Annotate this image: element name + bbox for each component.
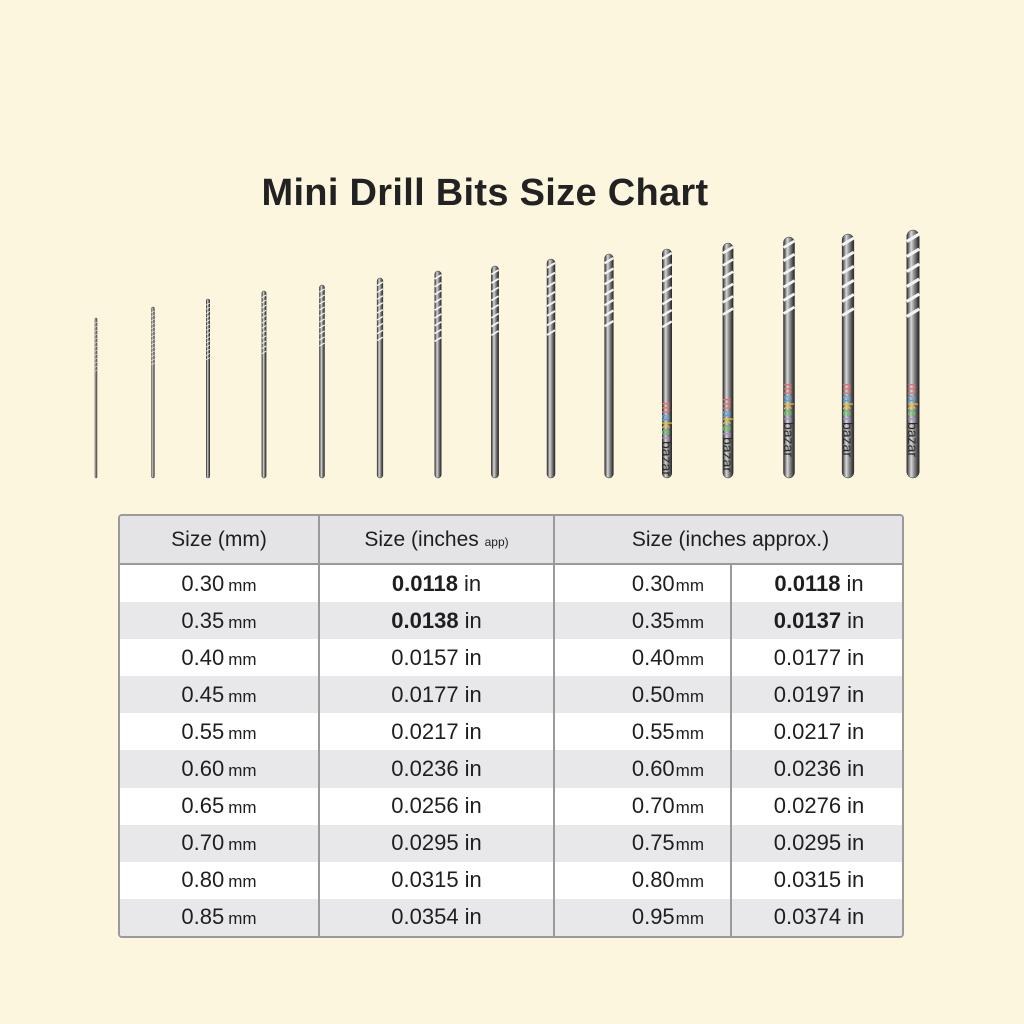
cell-inches-approx: 0.0177 in [773, 644, 865, 670]
cell-inches-approx: 0.0137 in [731, 602, 902, 640]
cell-inches-approx: 0.0118 in [774, 570, 864, 596]
cell-mm: 0.55 mm [120, 713, 320, 751]
cell-inches: 0.0315 in [319, 861, 555, 899]
drill-bit [490, 265, 500, 479]
cell-mm-approx: 0.95mm [554, 898, 732, 936]
cell-mm-approx: 0.80mm [554, 861, 732, 899]
cell-inches-approx: 0.0276 in [773, 793, 865, 819]
cell-inches: 0.0236 in [319, 750, 555, 788]
cell-inches: 0.0138 in [319, 602, 555, 640]
table-row: 0.60 mm 0.0236 in 0.60mm 0.0236 in [120, 750, 902, 788]
cell-inches: 0.0118 in [319, 564, 555, 603]
table-row: 0.45 mm 0.0177 in 0.50mm 0.0197 in [120, 676, 902, 714]
cell-inches-approx: 0.0315 in [773, 867, 865, 893]
drill-bit: makerbazar [840, 233, 856, 479]
cell-inches-approx: 0.0197 in [731, 676, 902, 714]
makerbazar-logo: makerbazar [781, 383, 797, 457]
cell-inches-approx: 0.0236 in [731, 750, 902, 788]
drill-bit [546, 258, 556, 479]
table-row: 0.35 mm 0.0138 in 0.35mm 0.0137 in [120, 602, 902, 640]
cell-mm: 0.60 mm [120, 750, 320, 788]
table-row: 0.65 mm 0.0256 in 0.70mm 0.0276 in [120, 787, 902, 825]
cell-inches-approx: 0.0217 in [773, 718, 865, 744]
drill-bit [206, 298, 210, 479]
cell-mm: 0.35 mm [120, 602, 320, 640]
cell-inches: 0.0256 in [319, 787, 555, 825]
cell-mm: 0.40 mm [120, 639, 320, 677]
header-size-mm: Size (mm) [120, 516, 320, 565]
drill-bit: makerbazar [659, 248, 675, 479]
drill-bit: makerbazar [905, 229, 921, 479]
cell-inches: 0.0295 in [319, 824, 555, 862]
cell-mm-approx: 0.40mm [554, 639, 732, 677]
table-row: 0.85 mm 0.0354 in 0.95mm 0.0374 in [120, 898, 902, 936]
drill-bit [151, 306, 155, 479]
cell-mm-approx: 0.30mm [554, 564, 732, 603]
drill-bit [319, 284, 325, 479]
table-row: 0.30 mm 0.0118 in 0.30mm 0.0118 in [120, 564, 902, 603]
drill-bit [261, 290, 267, 479]
cell-mm-approx: 0.35mm [554, 602, 732, 640]
cell-mm-approx: 0.60mm [554, 750, 732, 788]
cell-inches: 0.0354 in [319, 898, 555, 936]
cell-mm: 0.30 mm [120, 564, 320, 603]
cell-mm-approx: 0.75mm [554, 824, 732, 862]
size-table: Size (mm) Size (inches app) Size (inches… [118, 514, 904, 938]
cell-mm-approx: 0.70mm [554, 787, 732, 825]
table-row: 0.70 mm 0.0295 in 0.75mm 0.0295 in [120, 824, 902, 862]
cell-inches: 0.0217 in [319, 713, 555, 751]
drill-bits-illustration: makerbazar makerbazar makerbazar makerbazar… [94, 229, 921, 479]
cell-inches: 0.0177 in [319, 676, 555, 714]
drill-bit [434, 270, 442, 479]
cell-mm: 0.45 mm [120, 676, 320, 714]
drill-bit [94, 317, 98, 479]
chart-title: Mini Drill Bits Size Chart [261, 172, 709, 214]
drill-bit [604, 253, 614, 479]
table-row: 0.40 mm 0.0157 in 0.40mm 0.0177 in [120, 639, 902, 677]
cell-mm: 0.65 mm [120, 787, 320, 825]
cell-mm: 0.85 mm [120, 898, 320, 936]
cell-mm-approx: 0.50mm [554, 676, 732, 714]
table-row: 0.80 mm 0.0315 in 0.80mm 0.0315 in [120, 861, 902, 899]
makerbazar-logo: makerbazar [720, 398, 736, 472]
header-size-inches-approx: Size (inches approx.) [554, 516, 902, 565]
cell-mm: 0.80 mm [120, 861, 320, 899]
header-size-inches: Size (inches app) [319, 516, 555, 565]
cell-mm-approx: 0.55mm [554, 713, 732, 751]
makerbazar-logo: makerbazar [659, 402, 675, 476]
drill-bit [376, 277, 384, 479]
table-row: 0.55 mm 0.0217 in 0.55mm 0.0217 in [120, 713, 902, 751]
cell-inches-approx: 0.0295 in [731, 824, 902, 862]
cell-inches: 0.0157 in [319, 639, 555, 677]
drill-bit: makerbazar [781, 236, 797, 479]
cell-mm: 0.70 mm [120, 824, 320, 862]
cell-inches-approx: 0.0374 in [731, 898, 902, 936]
makerbazar-logo: makerbazar [840, 383, 856, 457]
makerbazar-logo: makerbazar [905, 383, 921, 457]
drill-bit: makerbazar [720, 242, 736, 479]
